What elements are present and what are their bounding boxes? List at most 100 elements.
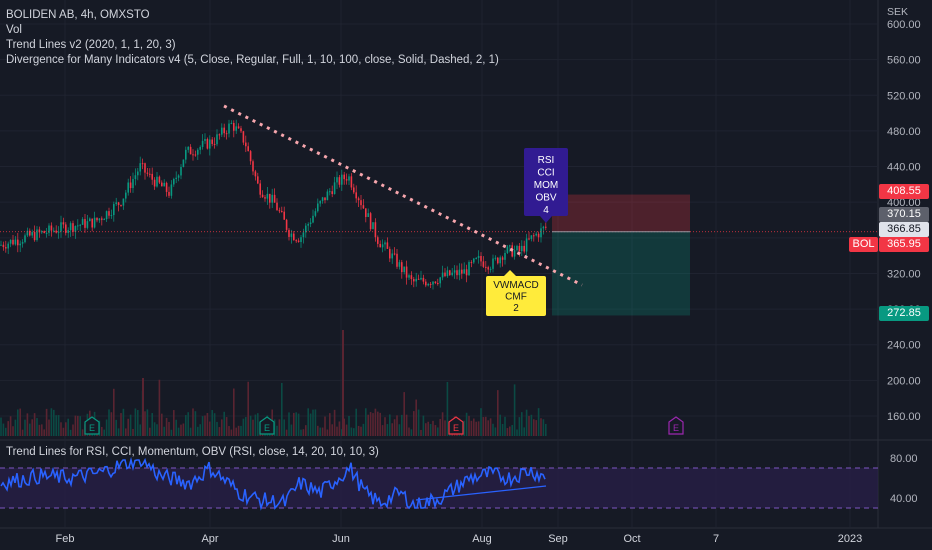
- volume-bar: [65, 422, 67, 436]
- candle-body: [57, 231, 60, 233]
- rsi-trend-line: [415, 485, 547, 501]
- volume-bar: [513, 384, 516, 436]
- volume-bar: [2, 423, 5, 436]
- volume-bar: [288, 412, 290, 436]
- candle-body: [189, 146, 192, 155]
- candle-body: [139, 163, 141, 172]
- volume-bar: [110, 412, 113, 436]
- candle-body: [221, 127, 223, 135]
- volume-bar: [144, 411, 146, 436]
- candle-body: [456, 270, 458, 276]
- volume-bar: [535, 420, 537, 436]
- volume-bar: [281, 382, 283, 436]
- volume-bar: [525, 409, 528, 436]
- candle-body: [405, 266, 408, 278]
- candle-body: [257, 176, 259, 184]
- candle-body: [209, 139, 211, 149]
- candle-body: [105, 211, 108, 220]
- volume-bar: [293, 412, 295, 436]
- candle-body: [187, 146, 189, 150]
- volume-bar: [511, 424, 513, 436]
- volume-bar: [103, 429, 105, 436]
- volume-bar: [185, 415, 187, 436]
- candle-body: [2, 244, 5, 248]
- candle-body: [228, 123, 230, 134]
- volume-bar: [245, 417, 247, 436]
- earnings-marker: E: [259, 416, 275, 435]
- candle-body: [96, 217, 98, 221]
- oscillator-legend[interactable]: Trend Lines for RSI, CCI, Momentum, OBV …: [6, 446, 379, 458]
- time-tick-label: Aug: [472, 533, 492, 545]
- candle-body: [504, 252, 506, 260]
- volume-bar: [48, 419, 50, 436]
- candle-body: [338, 177, 341, 185]
- candle-body: [125, 192, 127, 199]
- volume-bar: [240, 425, 242, 436]
- candle-body: [293, 233, 295, 241]
- candle-body: [26, 230, 29, 236]
- volume-bar: [348, 415, 350, 436]
- candle-body: [288, 229, 290, 237]
- candle-body: [17, 239, 19, 246]
- candle-body: [350, 176, 353, 188]
- candle-body: [77, 225, 79, 227]
- candle-body: [72, 223, 74, 232]
- candle-body: [12, 239, 14, 245]
- volume-bar: [173, 410, 175, 436]
- candle-body: [242, 131, 245, 143]
- candle-body: [269, 193, 271, 203]
- volume-bar: [36, 418, 38, 436]
- candle-body: [14, 239, 17, 245]
- divergence-legend[interactable]: Divergence for Many Indicators v4 (5, Cl…: [6, 54, 499, 66]
- candle-body: [367, 213, 369, 217]
- time-tick-label: Sep: [548, 533, 568, 545]
- volume-bar: [528, 415, 530, 436]
- candle-body: [175, 177, 177, 179]
- candle-body: [62, 222, 65, 225]
- candle-body: [326, 191, 329, 201]
- earnings-label: E: [89, 423, 95, 433]
- candle-body: [506, 246, 509, 253]
- candle-body: [132, 179, 134, 189]
- volume-bar: [333, 409, 336, 436]
- volume-bar: [60, 422, 62, 436]
- volume-bar: [189, 427, 192, 436]
- volume-bar: [374, 408, 377, 436]
- volume-bar: [530, 414, 533, 436]
- volume-bar: [180, 424, 182, 436]
- volume-bar: [427, 421, 429, 436]
- volume-bar: [499, 414, 501, 436]
- volume-bar: [17, 409, 19, 436]
- price-tick-label: 560.00: [887, 55, 921, 67]
- volume-spike: [142, 378, 144, 436]
- candle-body: [141, 163, 144, 165]
- candle-body: [144, 163, 146, 173]
- price-tick-label: 160.00: [887, 411, 921, 423]
- volume-bar: [506, 428, 509, 436]
- volume-bar: [338, 421, 341, 436]
- bull-label-text: CMF: [505, 292, 527, 303]
- earnings-shield: [259, 416, 275, 435]
- volume-bar: [369, 412, 372, 436]
- candle-body: [84, 219, 86, 228]
- symbol-title[interactable]: BOLIDEN AB, 4h, OMXSTO: [6, 9, 150, 21]
- volume-bar: [492, 423, 494, 436]
- volume-bar: [218, 427, 221, 436]
- volume-bar: [77, 415, 79, 436]
- candle-body: [468, 262, 470, 276]
- candle-body: [331, 191, 333, 195]
- volume-bar: [19, 408, 21, 436]
- candle-body: [93, 217, 96, 228]
- candle-body: [525, 238, 528, 252]
- candle-body: [24, 235, 26, 243]
- volume-legend[interactable]: Vol: [6, 24, 22, 36]
- volume-bar: [398, 424, 401, 436]
- candle-body: [499, 257, 501, 264]
- volume-bar: [283, 419, 285, 436]
- candle-body: [545, 226, 547, 228]
- price-tick-label: 520.00: [887, 90, 921, 102]
- trend-lines-legend[interactable]: Trend Lines v2 (2020, 1, 1, 20, 3): [6, 39, 176, 51]
- target-level-tag: 272.85: [879, 306, 929, 321]
- volume-bar: [285, 429, 288, 436]
